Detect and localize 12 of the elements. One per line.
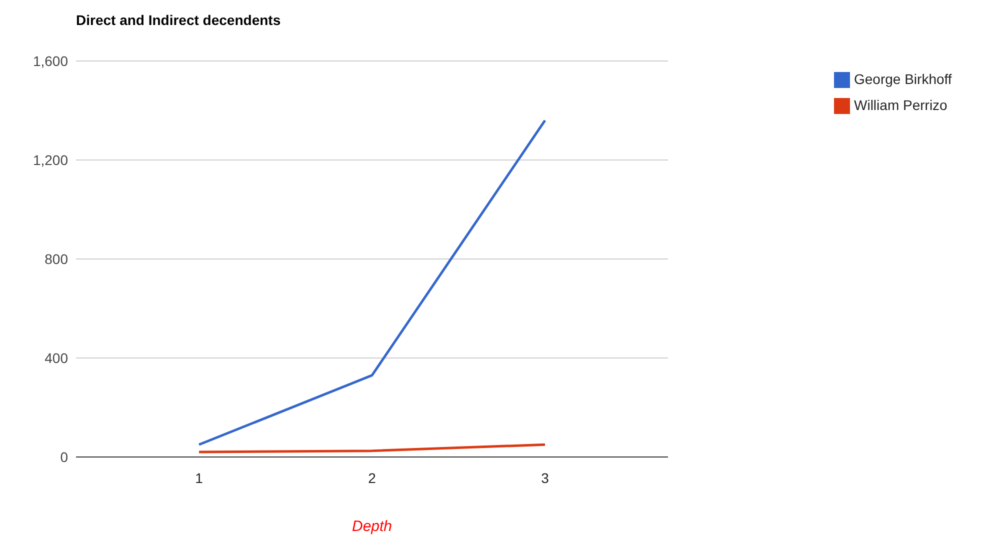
x-tick-label: 1 bbox=[195, 470, 204, 486]
y-tick-label: 0 bbox=[60, 448, 68, 465]
x-axis-title: Depth bbox=[352, 518, 392, 535]
y-tick-label: 400 bbox=[44, 350, 68, 366]
x-tick-label: 3 bbox=[541, 470, 550, 486]
legend-label: George Birkhoff bbox=[854, 71, 952, 87]
y-tick-label: 1,200 bbox=[32, 152, 68, 168]
chart-title: Direct and Indirect decendents bbox=[76, 12, 281, 28]
x-tick-label: 2 bbox=[368, 470, 376, 486]
y-tick-label: 1,600 bbox=[32, 52, 68, 69]
y-tick-label: 800 bbox=[44, 250, 68, 267]
legend-label: William Perrizo bbox=[854, 97, 948, 113]
